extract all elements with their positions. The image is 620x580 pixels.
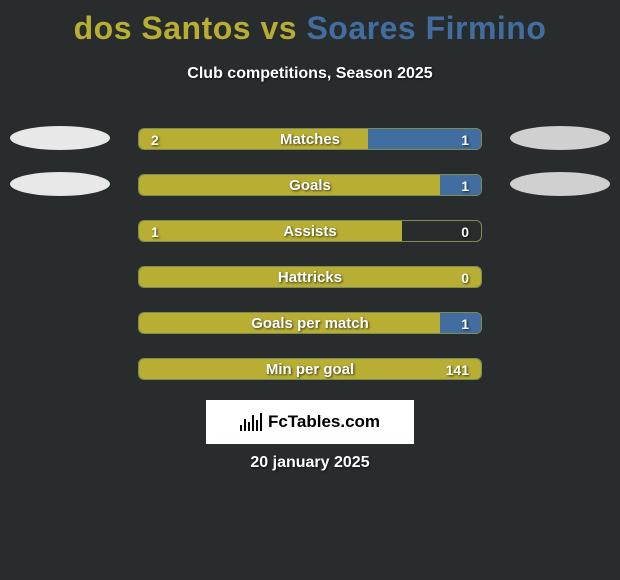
bar-track: 21Matches (138, 128, 482, 150)
page-title: dos Santos vs Soares Firmino (0, 0, 620, 47)
bar-track: 1Goals per match (138, 312, 482, 334)
subtitle: Club competitions, Season 2025 (0, 65, 620, 83)
metric-label: Min per goal (139, 359, 481, 380)
player1-avatar (10, 126, 110, 150)
metric-label: Goals per match (139, 313, 481, 334)
player1-avatar (10, 172, 110, 196)
stat-row: 10Assists (0, 212, 620, 258)
player2-avatar (510, 172, 610, 196)
metric-label: Goals (139, 175, 481, 196)
date-line: 20 january 2025 (0, 454, 620, 472)
watermark-badge: FcTables.com (206, 400, 414, 444)
metric-label: Assists (139, 221, 481, 242)
stat-row: 0Hattricks (0, 258, 620, 304)
watermark-text: FcTables.com (268, 412, 380, 432)
comparison-chart: 21Matches 1Goals 10Assists 0Hattricks 1Goals… (0, 120, 620, 396)
bar-chart-icon (240, 413, 262, 431)
player2-name: Soares Firmino (306, 10, 546, 46)
player2-avatar (510, 126, 610, 150)
bar-track: 10Assists (138, 220, 482, 242)
stat-row: 141Min per goal (0, 350, 620, 396)
metric-label: Hattricks (139, 267, 481, 288)
vs-separator: vs (251, 10, 306, 46)
stat-row: 21Matches (0, 120, 620, 166)
bar-track: 141Min per goal (138, 358, 482, 380)
stat-row: 1Goals (0, 166, 620, 212)
comparison-infographic: dos Santos vs Soares Firmino Club compet… (0, 0, 620, 580)
stat-row: 1Goals per match (0, 304, 620, 350)
metric-label: Matches (139, 129, 481, 150)
bar-track: 0Hattricks (138, 266, 482, 288)
bar-track: 1Goals (138, 174, 482, 196)
player1-name: dos Santos (74, 10, 251, 46)
